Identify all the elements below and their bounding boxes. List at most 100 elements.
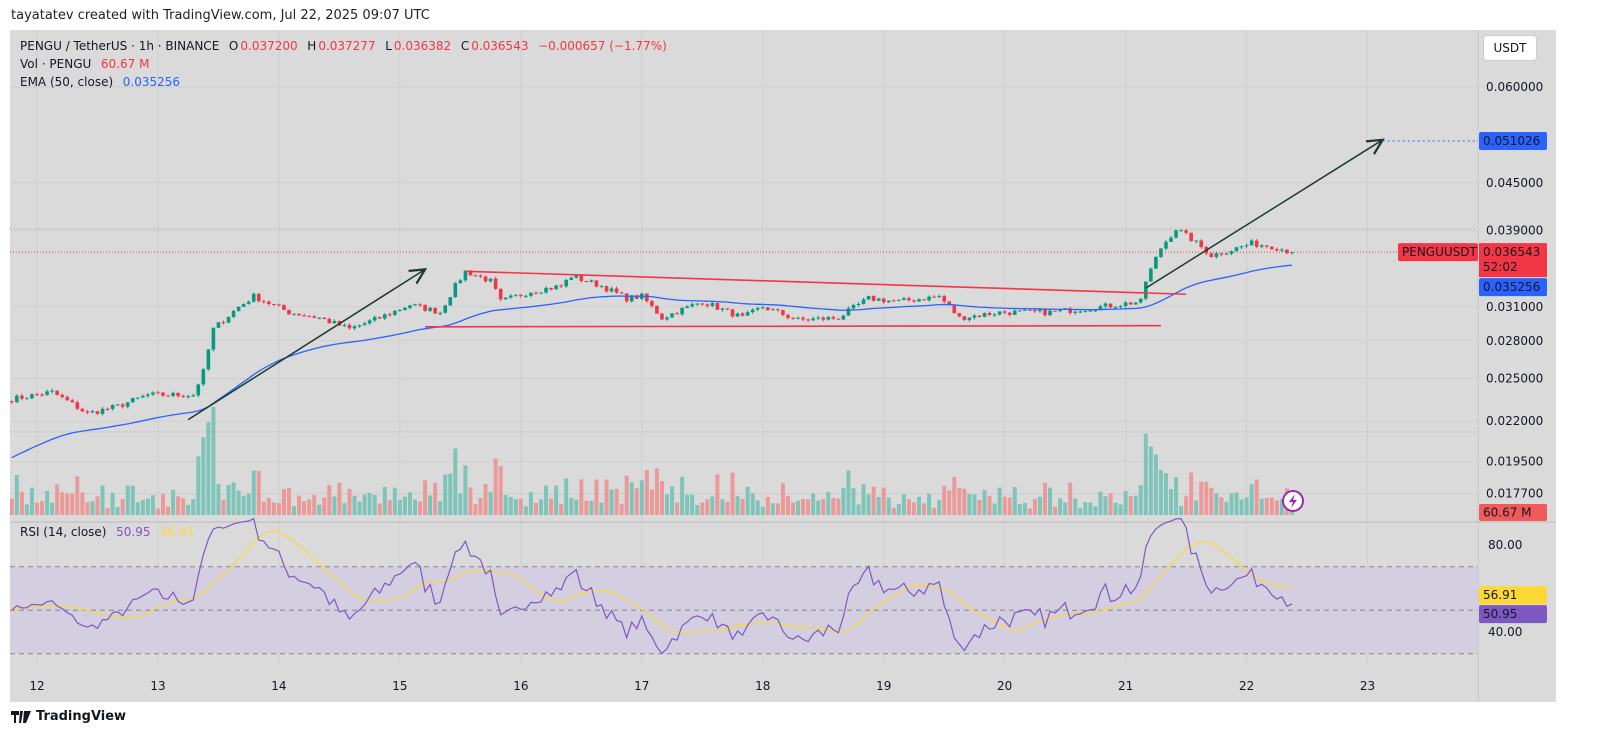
volume-bar [745, 486, 750, 515]
volume-bar [276, 503, 281, 515]
candle-body [191, 395, 196, 397]
volume-bar [942, 485, 947, 515]
candle-body [1249, 240, 1254, 246]
volume-bar [1002, 496, 1007, 515]
volume-bar [780, 483, 785, 515]
volume-bar [816, 500, 821, 515]
candle-body [292, 313, 296, 315]
volume-bar [1143, 433, 1148, 515]
candle-body [322, 317, 327, 319]
candle-body [624, 293, 629, 302]
volume-bar [1204, 481, 1209, 515]
chart-canvas[interactable]: 0.060000 0.045000 0.039000 0.031000 0.028000… [10, 30, 1556, 702]
candle-body [634, 295, 639, 299]
volume-bar [1068, 482, 1073, 515]
chart-frame[interactable]: 0.060000 0.045000 0.039000 0.031000 0.028000… [10, 30, 1556, 702]
ema-value: 0.035256 [122, 75, 181, 89]
candle-body [589, 280, 594, 282]
volume-bar [1274, 500, 1279, 515]
volume-bar [241, 495, 246, 515]
candle-body [791, 317, 795, 319]
candle-body [655, 305, 659, 314]
volume-bar [1153, 454, 1158, 515]
volume-bar [589, 500, 594, 515]
candle-body [755, 308, 760, 310]
candle-body [1007, 312, 1012, 315]
rsi-tick-label: 80.00 [1488, 538, 1522, 552]
candle-body [947, 301, 952, 306]
rsi-legend[interactable]: RSI (14, close) 50.95 56.91 [20, 525, 196, 539]
volume-bar [680, 476, 685, 515]
time-tick-label: 21 [1118, 679, 1133, 693]
volume-bar [569, 497, 574, 515]
candle-body [922, 299, 926, 301]
time-tick-label: 17 [634, 679, 649, 693]
ema-legend[interactable]: EMA (50, close) 0.035256 [20, 75, 182, 89]
volume-bar [1037, 496, 1042, 515]
volume-bar [549, 498, 554, 515]
volume-bar [785, 495, 790, 515]
candle-body [1264, 245, 1269, 247]
volume-bar [1133, 495, 1138, 515]
volume-bar [201, 437, 206, 515]
rsi-line [11, 517, 1293, 655]
candle-body [871, 295, 876, 301]
candle-body [886, 300, 891, 303]
candle-body [519, 294, 523, 296]
candle-body [267, 301, 271, 305]
candle-body [458, 280, 463, 284]
candle-body [665, 317, 669, 320]
lightning-icon[interactable] [1282, 490, 1304, 512]
candle-body [151, 392, 155, 395]
volume-bar [801, 498, 806, 515]
candle-body [1138, 298, 1143, 303]
candle-body [1280, 249, 1284, 251]
volume-bar [1269, 497, 1274, 515]
candle-body [645, 293, 649, 302]
candle-body [1164, 241, 1168, 249]
volume-bar [1027, 508, 1032, 515]
volume-bar [811, 493, 816, 515]
volume-bar [332, 496, 337, 515]
candle-body [720, 308, 725, 310]
time-tick-label: 20 [997, 679, 1012, 693]
candle-body [342, 325, 347, 327]
currency-button[interactable]: USDT [1483, 35, 1537, 61]
tradingview-logo[interactable]: TradingView [11, 709, 126, 724]
candle-body [574, 275, 579, 278]
candle-body [1093, 310, 1098, 312]
volume-bar [261, 501, 266, 515]
trend-arrow-1 [187, 269, 425, 421]
volume-bar [60, 492, 65, 515]
volume-bar [750, 493, 755, 515]
volume-bar [513, 499, 518, 515]
volume-bar [387, 500, 392, 515]
volume-bar [226, 484, 231, 515]
volume-bar [1229, 493, 1234, 515]
volume-bar [1279, 499, 1284, 515]
candle-body [70, 400, 75, 403]
rsi-ma-line [11, 530, 1293, 635]
candle-body [675, 313, 679, 315]
volume-bar [115, 507, 120, 515]
volume-legend[interactable]: Vol · PENGU 60.67 M [20, 57, 151, 71]
symbol-title[interactable]: PENGU / TetherUS · 1h · BINANCE [20, 39, 220, 53]
candle-body [700, 303, 705, 305]
candle-body [80, 408, 85, 412]
candle-body [660, 313, 664, 320]
volume-bar [1113, 502, 1118, 515]
candle-body [468, 270, 473, 276]
candle-body [1184, 230, 1188, 233]
volume-bar [559, 504, 564, 515]
volume-bar [629, 482, 634, 515]
candle-body [564, 279, 568, 287]
volume-bar [1259, 498, 1264, 515]
candle-body [423, 305, 427, 311]
candle-body [1048, 310, 1052, 316]
price-tick-label: 0.031000 [1486, 300, 1543, 314]
volume-bar [997, 487, 1002, 515]
time-tick-label: 23 [1360, 679, 1375, 693]
volume-bar [70, 493, 75, 515]
candle-body [1038, 309, 1042, 312]
candle-body [1083, 310, 1088, 312]
